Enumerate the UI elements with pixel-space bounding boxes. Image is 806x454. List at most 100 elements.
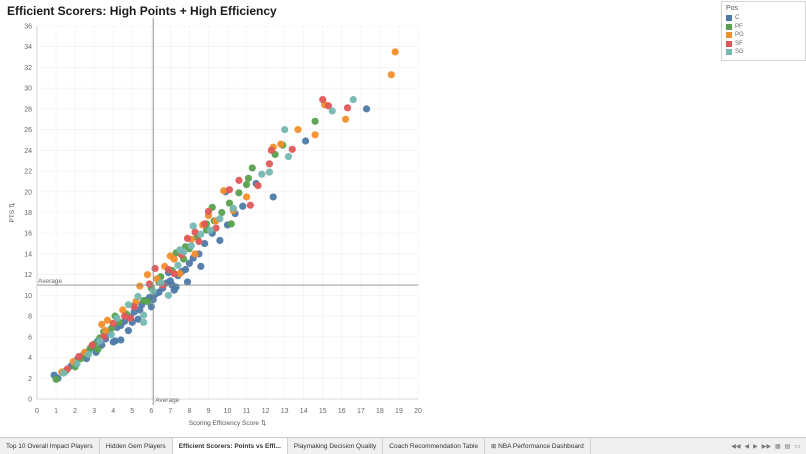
data-point-sg [284, 152, 293, 161]
data-point-sf [170, 270, 178, 278]
y-tick-label: 34 [24, 44, 32, 51]
data-point-c [136, 306, 144, 314]
legend[interactable]: Pos C PF PG SF SG [721, 1, 806, 61]
tab-nba-performance-dashboard[interactable]: ⊞ NBA Performance Dashboard [485, 438, 591, 454]
x-tick-label: 12 [262, 408, 270, 415]
y-tick-label: 36 [24, 24, 32, 31]
y-axis-label: PTS ⇅ [9, 202, 16, 222]
data-point-sg [187, 242, 195, 250]
x-tick-label: 6 [149, 408, 153, 415]
y-tick-label: 18 [24, 210, 32, 217]
data-point-pg [103, 316, 112, 324]
x-tick-label: 14 [300, 408, 308, 415]
data-point-sf [126, 314, 134, 322]
data-point-pg [391, 48, 399, 56]
data-point-c [181, 265, 190, 274]
legend-item-pg[interactable]: PG [726, 31, 805, 40]
legend-item-sg[interactable]: SG [726, 48, 805, 57]
data-point-c [134, 315, 142, 323]
tab-playmaking-decision-quality[interactable]: Playmaking Decision Quality [288, 438, 384, 454]
tab-label: Hidden Gem Players [105, 442, 166, 450]
data-point-sf [191, 228, 199, 236]
data-point-sf [145, 280, 153, 288]
tab-coach-recommendation-table[interactable]: Coach Recommendation Table [383, 438, 486, 454]
data-point-pg [342, 115, 350, 123]
data-point-sg [113, 314, 121, 322]
scatter-plot: 0 1 2 3 4 5 6 7 8 9 10 11 12 13 14 15 16 17 18 19 2002468101… [9, 18, 422, 427]
legend-item-pf[interactable]: PF [726, 23, 805, 32]
last-sheet-icon[interactable]: ▶▶ [761, 443, 771, 450]
data-point-pf [225, 199, 234, 207]
legend-swatch [726, 49, 732, 56]
legend-title: Pos [726, 5, 739, 12]
legend-swatch [726, 23, 732, 30]
list-view-icon[interactable]: ▤ [784, 443, 791, 450]
data-point-c [239, 202, 247, 210]
legend-item-c[interactable]: C [726, 14, 805, 23]
data-point-sg [174, 261, 182, 269]
data-point-sg [216, 215, 224, 223]
y-tick-label: 22 [24, 169, 32, 176]
legend-swatch [726, 15, 732, 22]
legend-item-sf[interactable]: SF [726, 40, 805, 49]
data-point-c [216, 236, 224, 245]
y-tick-label: 14 [24, 251, 32, 258]
data-point-pg [101, 327, 110, 335]
data-point-pf [311, 117, 319, 125]
legend-label: PF [735, 23, 743, 30]
data-point-pf [227, 220, 235, 228]
x-tick-label: 3 [92, 408, 96, 415]
data-point-sf [288, 145, 296, 153]
data-point-sg [60, 369, 68, 377]
data-point-sf [204, 207, 213, 216]
prev-sheet-icon[interactable]: ◀ [744, 443, 750, 450]
filmstrip-view-icon[interactable]: ▭ [794, 443, 800, 450]
x-tick-label: 13 [281, 408, 289, 415]
y-tick-label: 20 [24, 189, 32, 196]
data-point-c [121, 317, 129, 325]
data-point-c [302, 137, 310, 145]
x-tick-label: 0 [35, 408, 39, 415]
data-point-sg [328, 107, 336, 115]
data-point-sg [84, 350, 93, 359]
data-point-c [185, 259, 193, 267]
data-point-pf [52, 375, 60, 383]
y-tick-label: 30 [24, 86, 32, 93]
x-axis-label: Scoring Efficiency Score ⇅ [189, 420, 267, 427]
data-point-c [124, 327, 133, 335]
legend-swatch [726, 32, 732, 39]
tab-label: Coach Recommendation Table [389, 442, 479, 450]
x-tick-label: 10 [224, 408, 232, 415]
data-point-sg [140, 311, 148, 319]
tab-efficient-scorers[interactable]: Efficient Scorers: Points vs Effi... [172, 438, 288, 454]
data-point-pf [242, 180, 251, 189]
data-point-sg [134, 292, 142, 301]
data-point-sf [246, 201, 254, 209]
grid-view-icon[interactable]: ▦ [774, 443, 781, 450]
data-point-sf [75, 352, 83, 361]
data-point-sf [265, 160, 274, 168]
data-point-sf [324, 102, 333, 110]
tab-hidden-gem-players[interactable]: Hidden Gem Players [100, 438, 173, 454]
data-point-c [269, 193, 277, 201]
x-tick-label: 2 [73, 408, 77, 415]
data-point-sg [281, 126, 289, 134]
y-tick-label: 16 [24, 231, 32, 238]
data-point-sg [140, 318, 148, 326]
tab-top-10-overall-impact-players[interactable]: Top 10 Overall Impact Players [0, 438, 100, 454]
data-point-c [183, 278, 192, 286]
x-tick-label: 18 [376, 408, 384, 415]
data-point-pf [235, 189, 243, 197]
data-point-sf [267, 146, 275, 154]
data-point-sf [183, 234, 192, 243]
first-sheet-icon[interactable]: ◀◀ [731, 443, 741, 450]
data-point-sf [235, 176, 243, 184]
data-point-sf [109, 319, 117, 327]
next-sheet-icon[interactable]: ▶ [753, 443, 758, 450]
data-point-pf [218, 208, 226, 217]
data-point-pg [98, 320, 106, 328]
data-point-pg [294, 126, 302, 134]
data-point-sf [212, 224, 220, 232]
tab-label: Efficient Scorers: Points vs Effi... [178, 442, 281, 450]
data-point-pf [248, 164, 256, 172]
